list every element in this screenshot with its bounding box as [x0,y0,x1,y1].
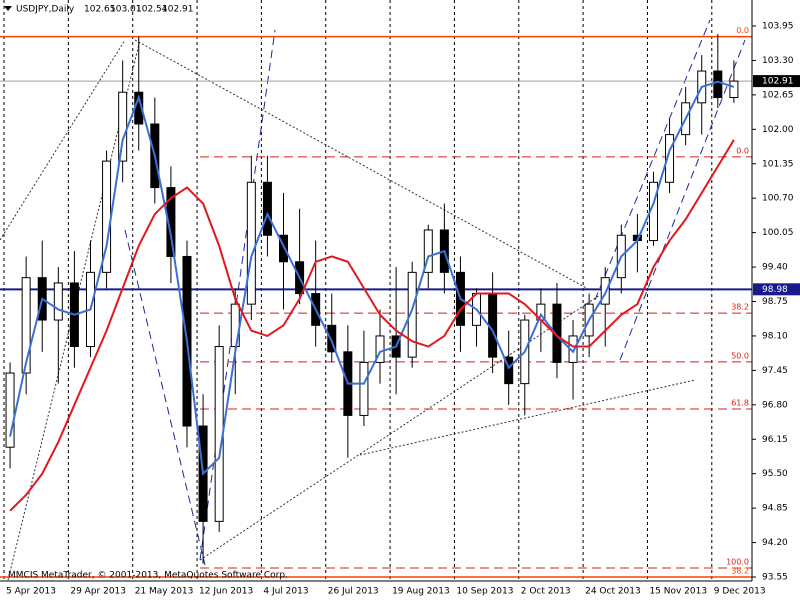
y-tick-label: 96.80 [762,400,788,410]
y-tick-label: 102.65 [762,90,794,100]
candle-body [713,70,723,99]
x-tick-label: 2 Oct 2013 [521,587,571,597]
trend-line [594,19,711,301]
fib-label: 0.0 [736,146,749,155]
y-tick-label: 100.05 [762,228,794,238]
candle-body [327,324,337,353]
fib-label: 38.2 [731,567,749,576]
header-value: 102.65 [84,5,116,15]
candle-body [729,80,739,99]
y-tick-label: 102.00 [762,125,794,135]
x-tick-label: 21 May 2013 [135,587,194,597]
y-tick-label: 99.40 [762,263,788,273]
moving-average [9,80,735,476]
fib-label: 38.2 [731,303,749,312]
trend-line [134,39,591,291]
candle-body [407,271,417,358]
price-tag-bg [753,75,800,88]
axis-layer: 103.95 103.30 102.65 102.00 101.35 100.70 100.… [6,22,800,597]
menu-icon[interactable] [4,6,12,11]
fib-label: 0.0 [736,26,749,35]
x-tick-label: 15 Nov 2013 [649,587,707,597]
y-tick-label: 95.50 [762,469,788,479]
footer: MMCIS MetaTrader, © 2001-2013, MetaQuote… [8,571,288,581]
x-tick-label: 10 Sep 2013 [456,587,513,597]
fib-label: 61.8 [731,399,749,408]
x-tick-label: 24 Oct 2013 [585,587,641,597]
y-tick-label: 103.95 [762,22,794,32]
header-value: 103.01 [110,5,142,15]
overlays-layer [9,80,735,512]
y-tick-label: 100.70 [762,194,794,204]
candle-body [375,335,385,363]
price-tag-bg [753,283,800,296]
candle-body [504,356,514,385]
y-tick-label: 98.75 [762,297,788,307]
x-tick-label: 29 Apr 2013 [70,587,126,597]
trend-line [359,379,696,456]
y-tick-label: 98.10 [762,331,788,341]
trend-line [199,29,276,561]
trend-line [619,39,746,361]
candle-body [262,181,272,236]
header-value: 102.91 [162,5,194,15]
candle-body [600,277,610,305]
candle-body [21,277,31,374]
y-tick-label: 103.30 [762,56,794,66]
fib-label: 100.0 [726,557,749,566]
price-tag: 102.91 [762,77,794,87]
candle-body [246,181,256,305]
grid-layer [3,0,713,581]
candle-body [359,361,369,416]
x-tick-label: 9 Dec 2013 [714,587,766,597]
chart-title: USDJPY,Daily [16,5,75,15]
price-tag: 98.98 [762,285,788,295]
candle-body [423,229,433,273]
candle-body [5,372,15,448]
fib-label: 50.0 [731,351,749,360]
header-value: 102.54 [136,5,168,15]
candle-body [118,91,128,162]
x-tick-label: 5 Apr 2013 [6,587,56,597]
x-tick-label: 19 Aug 2013 [392,587,450,597]
y-tick-label: 96.15 [762,435,788,445]
y-tick-label: 97.45 [762,366,788,376]
y-tick-label: 101.35 [762,159,794,169]
candle-body [166,187,176,257]
x-tick-label: 26 Jul 2013 [328,587,379,597]
x-tick-label: 12 Jun 2013 [199,587,253,597]
moving-average [9,139,735,512]
y-tick-label: 94.85 [762,504,788,514]
trend-line [0,39,126,241]
candle-body [279,234,289,263]
trend-line [124,229,206,566]
y-tick-label: 94.20 [762,538,788,548]
candle-body [53,282,63,321]
candle-body [665,134,675,183]
y-tick-label: 93.55 [762,573,788,583]
x-tick-label: 4 Jul 2013 [263,587,308,597]
